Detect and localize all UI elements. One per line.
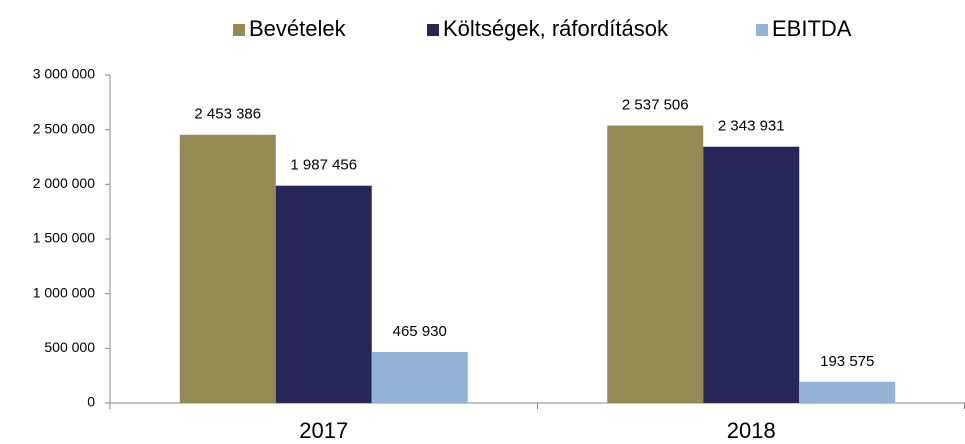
y-tick-label: 0 [87, 394, 95, 410]
legend-swatch [427, 24, 439, 36]
bar [703, 146, 800, 403]
legend-swatch [756, 24, 768, 36]
legend-swatch [233, 24, 245, 36]
value-label: 1 987 456 [290, 157, 357, 174]
y-tick-label: 2 500 000 [33, 120, 95, 136]
bar [799, 381, 896, 403]
y-tick-label: 1 000 000 [33, 284, 95, 300]
value-label: 2 343 931 [718, 118, 785, 135]
legend-label: Bevételek [249, 16, 347, 41]
y-tick-label: 3 000 000 [33, 66, 95, 82]
bar [371, 352, 468, 403]
bar [179, 134, 276, 404]
value-label: 2 453 386 [194, 106, 261, 123]
x-tick-label: 2017 [299, 418, 348, 443]
bar [607, 125, 704, 403]
value-label: 193 575 [820, 353, 874, 370]
value-label: 2 537 506 [622, 97, 689, 114]
value-label: 465 930 [393, 323, 447, 340]
legend-label: Költségek, ráfordítások [443, 16, 669, 41]
bar [275, 185, 372, 403]
y-tick-label: 500 000 [44, 339, 95, 355]
x-tick-label: 2018 [727, 418, 776, 443]
y-tick-label: 1 500 000 [33, 230, 95, 246]
legend-label: EBITDA [772, 16, 852, 41]
y-tick-label: 2 000 000 [33, 175, 95, 191]
